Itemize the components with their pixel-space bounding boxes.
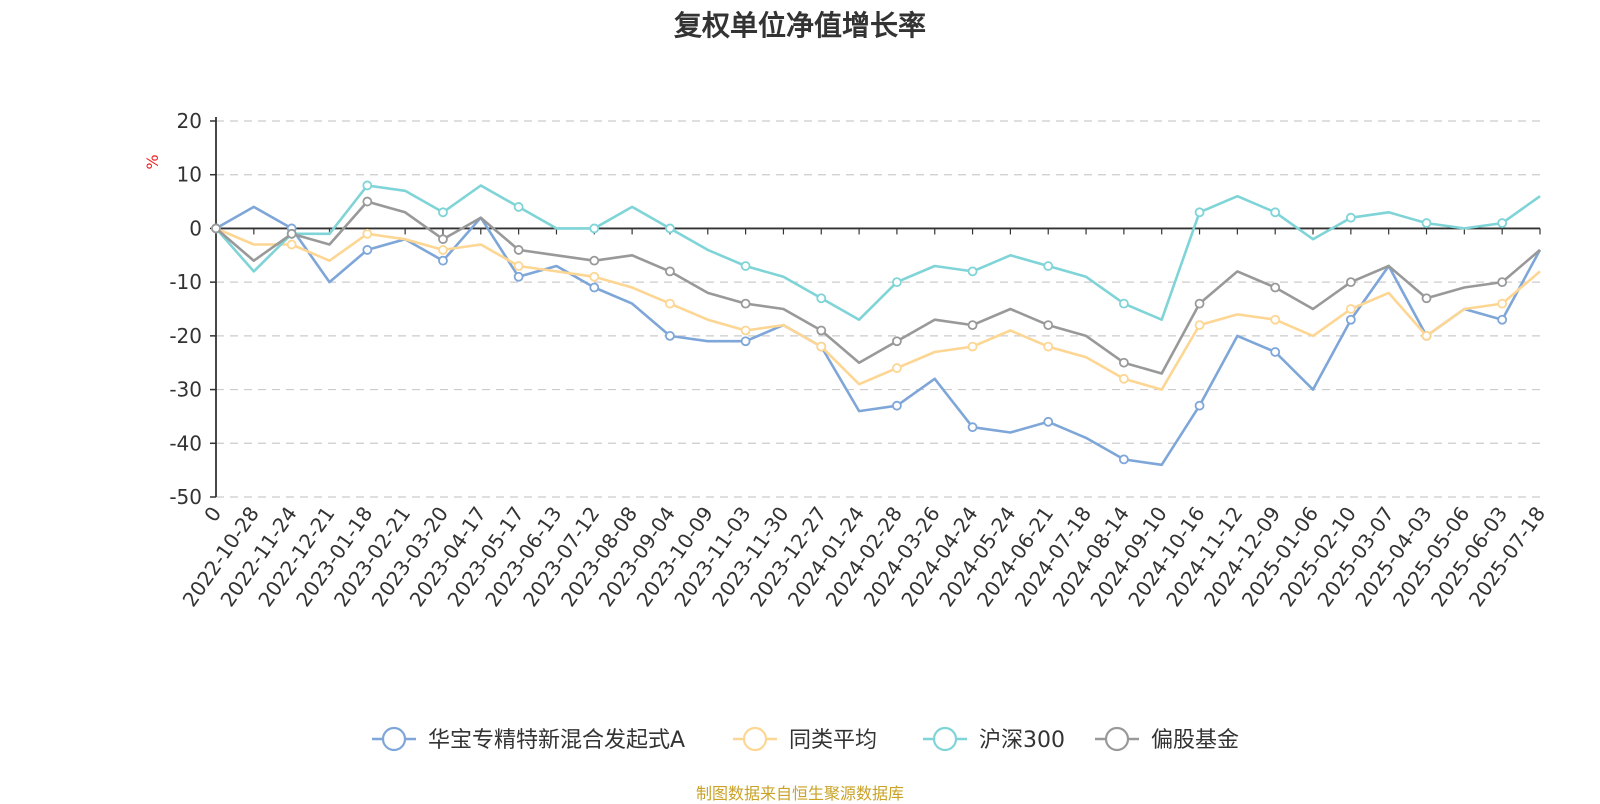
series-point xyxy=(665,266,675,277)
series-point xyxy=(816,293,827,304)
y-axis-unit: % xyxy=(143,154,162,169)
y-tick-label: 0 xyxy=(189,216,202,240)
series-point xyxy=(438,255,448,266)
series-point xyxy=(740,336,751,347)
y-tick-label: -30 xyxy=(169,378,202,402)
legend-label: 沪深300 xyxy=(979,728,1065,753)
series-point xyxy=(1118,373,1129,384)
series-point xyxy=(1497,298,1508,309)
series-point xyxy=(1270,207,1281,218)
y-tick-label: -20 xyxy=(169,324,202,348)
series-point xyxy=(438,234,448,245)
source-note: 制图数据来自恒生聚源数据库 xyxy=(695,784,904,803)
series-point xyxy=(286,239,297,250)
series-point xyxy=(1194,400,1205,411)
series-point xyxy=(1043,320,1054,331)
series-point xyxy=(740,298,751,309)
series-point xyxy=(589,255,600,266)
series-point xyxy=(967,422,978,433)
y-tick-label: 10 xyxy=(177,163,202,187)
series-point xyxy=(892,363,902,373)
series-point xyxy=(362,180,373,191)
legend-marker xyxy=(1104,726,1130,752)
series-point xyxy=(1345,304,1356,314)
series-point xyxy=(1118,357,1129,368)
series-point xyxy=(1270,347,1281,357)
series-line-0 xyxy=(215,205,1542,467)
series-point xyxy=(1421,330,1432,341)
chart-title: 复权单位净值增长率 xyxy=(673,9,926,42)
legend: 华宝专精特新混合发起式A 同类平均 沪深300 偏股基金 xyxy=(372,726,1239,753)
series-point xyxy=(1194,298,1205,309)
y-tick-label: -40 xyxy=(169,431,202,455)
series-point xyxy=(892,400,902,411)
series-point xyxy=(1345,314,1356,325)
series-point xyxy=(1497,218,1508,228)
series-point xyxy=(362,245,373,255)
series-point xyxy=(665,298,675,309)
series-point xyxy=(967,341,978,352)
series-point xyxy=(513,202,524,212)
legend-label: 偏股基金 xyxy=(1151,728,1239,753)
series-point xyxy=(1118,454,1129,465)
series-point xyxy=(1194,320,1205,331)
series-point xyxy=(740,325,751,336)
series-line-1 xyxy=(215,227,1541,391)
series-point xyxy=(438,207,448,218)
x-tick-label: 0 xyxy=(199,502,226,526)
series-point xyxy=(892,336,902,347)
series-point xyxy=(513,245,524,255)
series-point xyxy=(816,341,827,352)
series-point xyxy=(589,282,600,293)
series-point xyxy=(665,223,675,234)
series-lines xyxy=(211,180,1542,467)
series-point xyxy=(1118,298,1129,309)
axes: 20100-10-20-30-40-50%02022-10-282022-11-… xyxy=(143,109,1550,611)
grid-lines xyxy=(216,120,1540,498)
series-point xyxy=(286,228,297,239)
series-point xyxy=(513,261,524,271)
y-tick-label: 20 xyxy=(177,109,202,133)
legend-marker xyxy=(381,726,407,752)
legend-marker xyxy=(932,726,958,752)
series-point xyxy=(967,320,978,331)
legend-label: 华宝专精特新混合发起式A xyxy=(428,728,685,753)
series-point xyxy=(1345,277,1356,288)
series-point xyxy=(1270,314,1281,325)
series-point xyxy=(1497,277,1508,288)
series-point xyxy=(1043,261,1054,271)
series-point xyxy=(967,266,978,277)
legend-marker xyxy=(742,726,768,752)
series-point xyxy=(1345,212,1356,223)
series-point xyxy=(892,277,902,288)
series-point xyxy=(589,271,600,282)
series-point xyxy=(816,325,827,336)
series-point xyxy=(211,223,221,234)
series-point xyxy=(1194,207,1205,218)
series-line-3 xyxy=(215,200,1541,375)
series-point xyxy=(589,223,600,234)
legend-label: 同类平均 xyxy=(789,728,877,753)
series-point xyxy=(665,330,675,341)
series-point xyxy=(362,196,373,207)
series-point xyxy=(740,261,751,271)
series-point xyxy=(438,245,448,255)
y-tick-label: -50 xyxy=(169,485,202,509)
series-point xyxy=(1270,282,1281,293)
series-point xyxy=(1421,218,1432,228)
series-point xyxy=(513,271,524,282)
series-point xyxy=(1421,293,1432,304)
series-point xyxy=(1497,314,1508,325)
series-point xyxy=(362,228,373,239)
y-tick-label: -10 xyxy=(169,270,202,294)
series-point xyxy=(1043,416,1054,427)
series-line-2 xyxy=(215,184,1541,322)
series-point xyxy=(1043,341,1054,352)
